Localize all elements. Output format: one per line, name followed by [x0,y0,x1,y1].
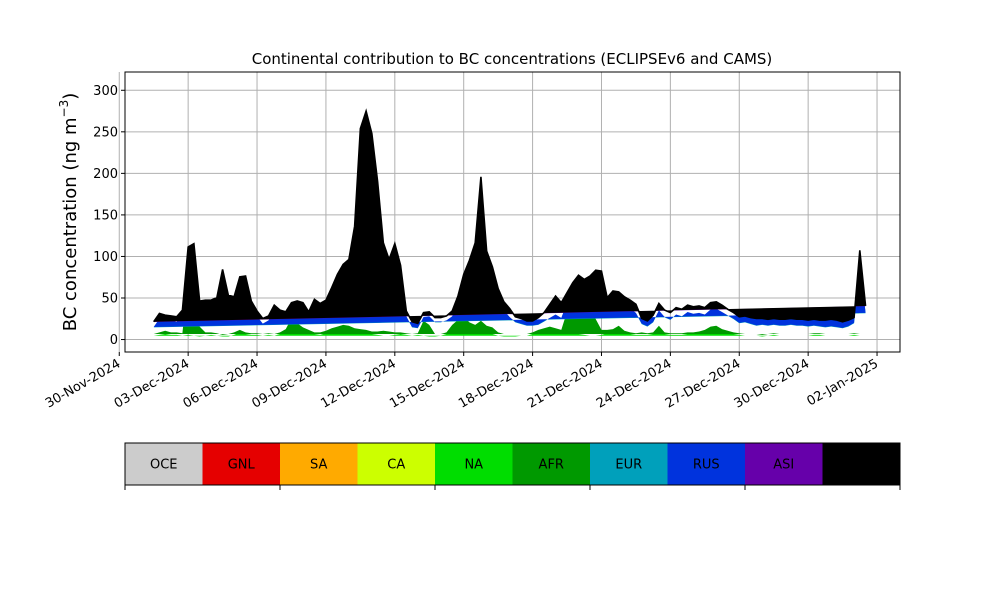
y-tick-label: 50 [101,291,118,306]
y-axis-label-main: BC concentration (ng m [60,117,81,331]
y-tick-label: 200 [93,167,118,182]
x-gridlines [118,72,878,352]
y-axis-label-exponent: −3 [57,100,71,118]
colorbar-frame [124,442,901,486]
stacked-areas [153,111,866,337]
colorbar-label-ca: CA [387,458,405,473]
chart-title: Continental contribution to BC concentra… [252,50,773,68]
colorbar-label-rus: RUS [693,458,720,473]
y-tick-label: 250 [93,125,118,140]
area-aus [153,111,866,324]
region-colorbar: OCE GNL SA CA NA AFR EUR RUS ASI AUS [124,442,901,490]
colorbar-label-afr: AFR [539,458,564,473]
y-axis-ticks: 0 50 100 150 200 250 300 [93,84,125,348]
colorbar-segment-oce [125,443,203,485]
colorbar-segment-eur [590,443,668,485]
colorbar-segment-aus [822,443,901,485]
colorbar-segment-asi [745,443,823,485]
colorbar-segment-afr [512,443,591,485]
colorbar-segment-sa [280,443,358,485]
y-tick-label: 300 [93,84,118,99]
colorbar-label-gnl: GNL [228,458,256,473]
axes-frame [124,71,901,353]
colorbar-label-aus: AUS [848,458,875,473]
y-axis-label-close: ) [60,93,81,100]
y-axis-label: BC concentration (ng m−3) [57,93,81,332]
colorbar-segment-ca [357,443,436,485]
colorbar-segment-rus [667,443,746,485]
colorbar-label-eur: EUR [615,458,642,473]
y-tick-label: 150 [93,208,118,223]
y-tick-label: 0 [110,333,118,348]
colorbar-label-na: NA [464,458,483,473]
y-gridlines [125,89,900,341]
total-outline-line [153,108,867,325]
colorbar-label-sa: SA [310,458,327,473]
colorbar-segment-na [435,443,513,485]
colorbar-label-oce: OCE [150,458,178,473]
colorbar-label-asi: ASI [773,458,794,473]
colorbar-segment-gnl [202,443,281,485]
y-tick-label: 100 [93,250,118,265]
